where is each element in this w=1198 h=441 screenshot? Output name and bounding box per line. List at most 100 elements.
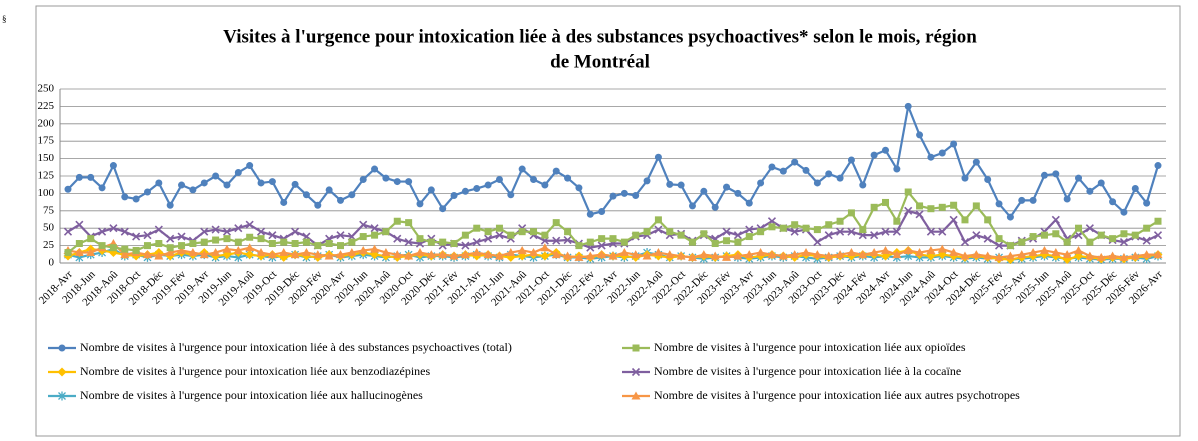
marker — [745, 199, 753, 207]
marker — [120, 227, 129, 236]
marker — [427, 186, 435, 194]
marker — [517, 251, 527, 261]
marker — [154, 251, 164, 260]
marker — [359, 175, 367, 183]
y-tick-label: 175 — [38, 135, 55, 147]
marker — [881, 227, 890, 236]
marker — [540, 243, 550, 252]
marker — [517, 245, 527, 254]
marker — [64, 185, 72, 193]
marker — [654, 153, 662, 161]
marker — [98, 184, 106, 192]
marker — [745, 233, 753, 241]
marker — [177, 245, 187, 254]
marker — [1119, 238, 1129, 247]
marker — [371, 165, 379, 173]
marker — [949, 215, 958, 224]
marker — [802, 224, 810, 232]
marker — [791, 221, 799, 229]
marker — [882, 146, 889, 154]
marker — [120, 250, 130, 259]
marker — [245, 243, 255, 252]
marker — [859, 181, 867, 189]
marker — [178, 181, 186, 189]
marker — [983, 251, 993, 260]
marker — [438, 250, 448, 259]
marker — [574, 252, 584, 261]
marker — [325, 240, 333, 248]
marker — [869, 248, 879, 257]
marker — [473, 185, 481, 193]
marker — [246, 233, 254, 241]
marker — [575, 242, 583, 250]
marker — [370, 224, 379, 233]
marker — [98, 242, 106, 250]
marker — [881, 245, 890, 254]
marker — [858, 250, 868, 259]
marker — [518, 228, 526, 236]
marker — [700, 230, 708, 238]
marker — [1085, 224, 1094, 233]
marker — [336, 231, 345, 240]
y-tick-label: 100 — [38, 187, 55, 199]
marker — [359, 220, 368, 229]
marker — [597, 241, 606, 250]
marker — [1063, 195, 1071, 203]
marker — [392, 250, 402, 259]
marker — [268, 240, 276, 248]
marker — [847, 209, 855, 217]
marker — [212, 172, 220, 180]
marker — [825, 221, 833, 229]
y-tick-label: 0 — [49, 257, 55, 269]
marker — [404, 238, 413, 247]
marker — [461, 187, 469, 195]
marker — [801, 248, 811, 257]
marker — [1074, 231, 1083, 240]
marker — [631, 250, 641, 259]
legend-label: Nombre de visites à l'urgence pour intox… — [654, 388, 1020, 402]
marker — [552, 236, 561, 245]
marker — [450, 191, 458, 199]
marker — [575, 184, 583, 192]
marker — [1018, 238, 1026, 246]
legend-marker — [58, 391, 66, 401]
marker — [585, 251, 595, 260]
marker — [961, 174, 969, 182]
marker — [75, 220, 84, 229]
marker — [723, 237, 731, 245]
marker — [949, 248, 959, 257]
marker — [132, 232, 141, 241]
marker — [245, 250, 255, 260]
marker — [1130, 251, 1140, 260]
marker — [291, 180, 299, 188]
marker — [904, 188, 912, 196]
marker — [109, 244, 117, 252]
marker — [416, 200, 424, 208]
marker — [246, 162, 254, 170]
marker — [1006, 213, 1014, 221]
marker — [347, 248, 357, 257]
marker — [733, 231, 742, 240]
marker — [74, 248, 84, 257]
marker — [950, 201, 958, 209]
marker — [121, 245, 129, 253]
marker — [64, 249, 72, 257]
marker — [359, 233, 367, 241]
marker — [598, 207, 606, 215]
marker — [812, 250, 822, 259]
marker — [541, 181, 549, 189]
marker — [598, 235, 606, 243]
legend-marker — [631, 367, 641, 377]
marker — [666, 228, 674, 236]
marker — [632, 191, 640, 199]
marker — [597, 250, 607, 259]
marker — [75, 173, 83, 181]
marker — [846, 248, 856, 257]
marker — [767, 250, 777, 259]
marker — [336, 250, 345, 259]
marker — [495, 224, 503, 232]
marker — [325, 186, 333, 194]
marker — [155, 179, 163, 187]
marker — [1097, 179, 1105, 187]
marker — [222, 227, 232, 236]
